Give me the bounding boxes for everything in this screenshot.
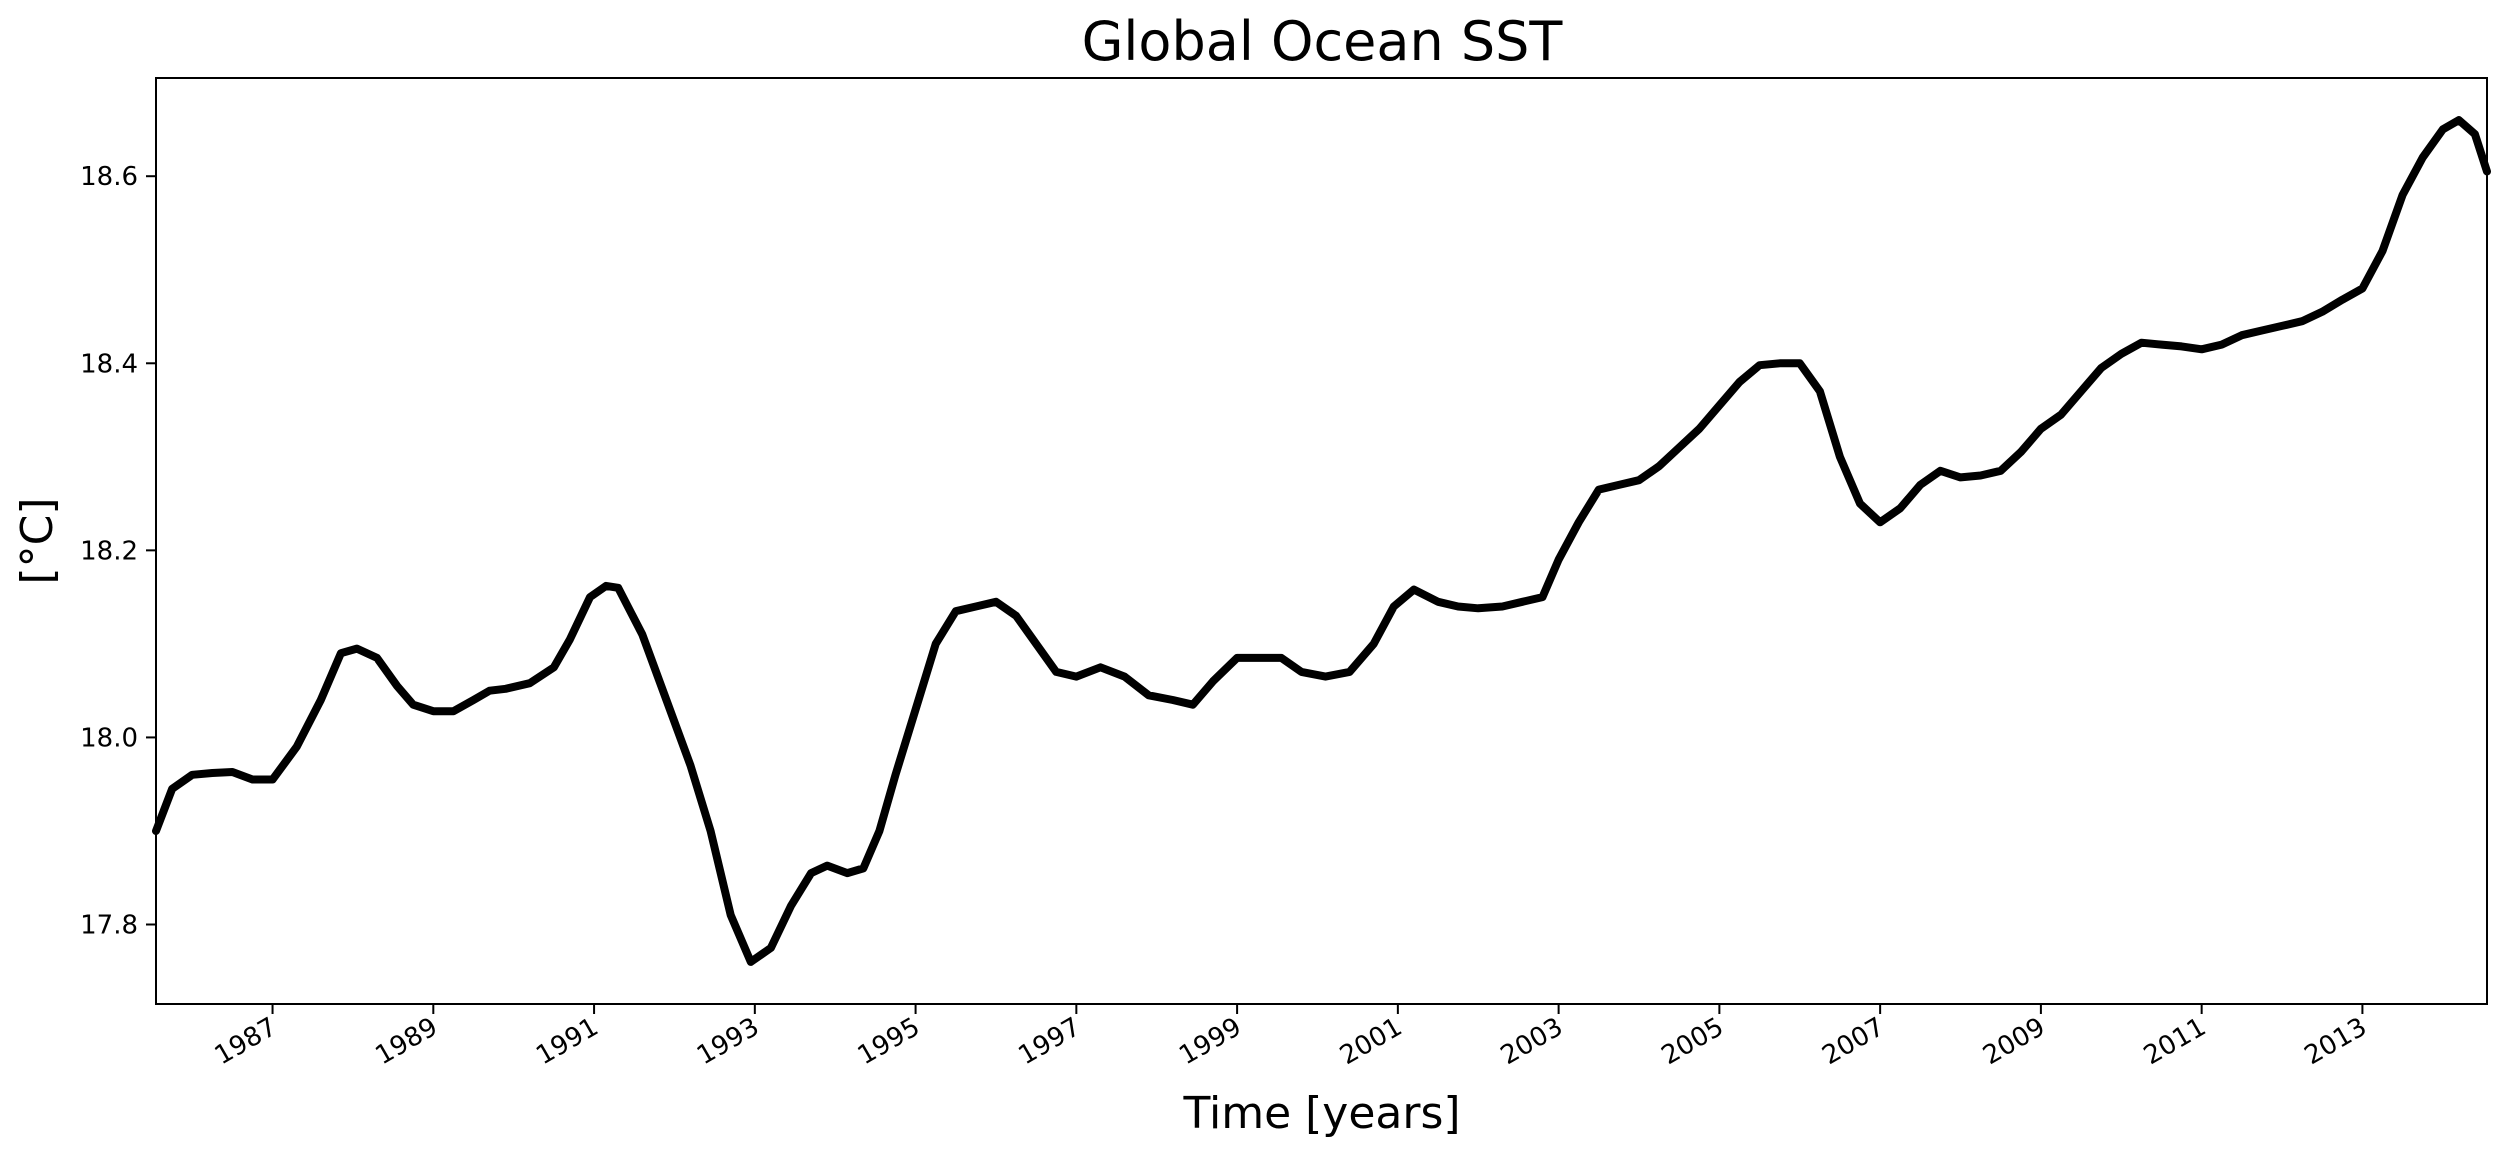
x-axis-label: Time [years] [1182, 1088, 1460, 1139]
x-tick-label: 2007 [1817, 1012, 1889, 1071]
x-tick-label: 2003 [1496, 1012, 1568, 1071]
y-tick-label: 17.8 [80, 910, 138, 940]
x-tick-label: 2005 [1657, 1012, 1729, 1071]
y-tick-label: 18.0 [80, 723, 138, 753]
x-axis: 1987 1989 1991 1993 1995 1997 1999 2001 2003 2005… [210, 1004, 2372, 1071]
x-tick-label: 1991 [531, 1012, 603, 1071]
chart-title: Global Ocean SST [1082, 10, 1564, 73]
x-tick-label: 1989 [371, 1012, 443, 1071]
x-tick-label: 1997 [1014, 1012, 1086, 1071]
x-tick-label: 2013 [2300, 1012, 2372, 1071]
x-tick-label: 1993 [692, 1012, 764, 1071]
x-tick-label: 1995 [853, 1012, 925, 1071]
y-tick-label: 18.6 [80, 162, 138, 192]
x-tick-label: 1999 [1174, 1012, 1246, 1071]
x-tick-label: 2009 [1978, 1012, 2050, 1071]
x-tick-label: 2011 [2139, 1012, 2211, 1071]
x-tick-label: 1987 [210, 1012, 282, 1071]
y-tick-label: 18.2 [80, 536, 138, 566]
y-tick-label: 18.4 [80, 349, 138, 379]
y-axis: 17.8 18.0 18.2 18.4 18.6 [80, 162, 156, 940]
sst-series-line [152, 116, 2491, 966]
y-axis-label: [°C] [12, 497, 63, 584]
x-tick-label: 2001 [1335, 1012, 1407, 1071]
plot-frame [155, 77, 2488, 1005]
